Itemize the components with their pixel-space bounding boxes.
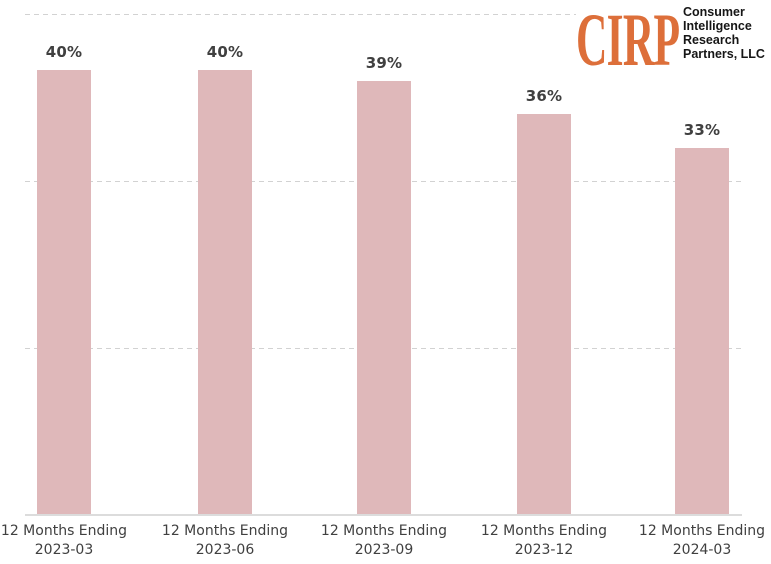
bar — [675, 147, 729, 515]
x-axis-label-line1: 12 Months Ending — [638, 523, 766, 539]
cirp-logo: CIRP Consumer Intelligence Research Part… — [576, 0, 771, 80]
x-axis-label: 12 Months Ending 2023-06 — [147, 522, 303, 560]
x-axis-label-line1: 12 Months Ending — [0, 523, 128, 539]
cirp-logo-text: Consumer Intelligence Research Partners,… — [683, 5, 765, 61]
logo-text-line: Partners, LLC — [683, 47, 765, 61]
x-axis-line — [25, 514, 742, 516]
x-axis-label: 12 Months Ending 2023-12 — [466, 522, 622, 560]
bar-value-label: 39% — [365, 53, 403, 72]
bar — [357, 80, 411, 515]
x-axis-label: 12 Months Ending 2024-03 — [624, 522, 771, 560]
bar-value-label: 40% — [45, 42, 83, 61]
x-axis-label-line2: 2024-03 — [672, 542, 732, 558]
bar — [198, 69, 252, 515]
x-axis-label-line2: 2023-09 — [354, 542, 414, 558]
x-axis-label-line2: 2023-12 — [514, 542, 574, 558]
bar — [517, 114, 571, 515]
logo-text-line: Consumer — [683, 5, 745, 19]
x-axis-label-line1: 12 Months Ending — [161, 523, 289, 539]
bar-value-label: 40% — [206, 42, 244, 61]
bar-value-label: 33% — [683, 120, 721, 139]
bar — [37, 69, 91, 515]
logo-text-line: Research — [683, 33, 740, 47]
x-axis-label-line2: 2023-06 — [195, 542, 255, 558]
x-axis-label-line2: 2023-03 — [34, 542, 94, 558]
cirp-logo-brand: CIRP — [576, 0, 680, 82]
bar-value-label: 36% — [525, 87, 563, 106]
x-axis-label-line1: 12 Months Ending — [480, 523, 608, 539]
x-axis-label-line1: 12 Months Ending — [320, 523, 448, 539]
x-axis-label: 12 Months Ending 2023-09 — [306, 522, 462, 560]
logo-text-line: Intelligence — [683, 19, 752, 33]
x-axis-label: 12 Months Ending 2023-03 — [0, 522, 142, 560]
gridline — [25, 14, 742, 15]
